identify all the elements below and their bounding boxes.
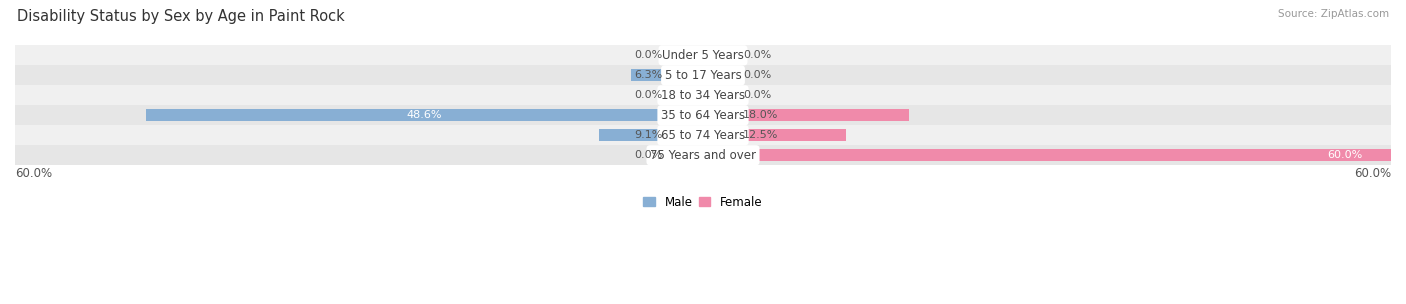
Bar (703, 129, 846, 141)
Bar (703, 49, 731, 61)
Text: Source: ZipAtlas.com: Source: ZipAtlas.com (1278, 9, 1389, 19)
Bar (675, 149, 703, 161)
Bar (675, 49, 703, 61)
Text: 18.0%: 18.0% (744, 110, 779, 120)
Bar (599, 129, 703, 141)
Text: Disability Status by Sex by Age in Paint Rock: Disability Status by Sex by Age in Paint… (17, 9, 344, 24)
Text: 6.3%: 6.3% (634, 70, 662, 80)
Text: 60.0%: 60.0% (15, 167, 52, 180)
Bar (15, 145, 1391, 165)
Text: 0.0%: 0.0% (744, 50, 772, 60)
Text: 0.0%: 0.0% (634, 90, 662, 100)
Bar (631, 69, 703, 81)
Text: 9.1%: 9.1% (634, 130, 662, 140)
Text: 0.0%: 0.0% (634, 150, 662, 160)
Text: 12.5%: 12.5% (744, 130, 779, 140)
Bar (15, 125, 1391, 145)
Text: 35 to 64 Years: 35 to 64 Years (661, 109, 745, 122)
Text: 0.0%: 0.0% (634, 50, 662, 60)
Bar (703, 109, 910, 121)
Bar (703, 89, 731, 101)
Text: 60.0%: 60.0% (1327, 150, 1362, 160)
Bar (15, 65, 1391, 85)
Bar (15, 105, 1391, 125)
Text: 65 to 74 Years: 65 to 74 Years (661, 129, 745, 142)
Text: Under 5 Years: Under 5 Years (662, 49, 744, 62)
Text: 0.0%: 0.0% (744, 70, 772, 80)
Text: 5 to 17 Years: 5 to 17 Years (665, 69, 741, 82)
Bar (15, 85, 1391, 105)
Bar (15, 45, 1391, 65)
Text: 0.0%: 0.0% (744, 90, 772, 100)
Bar (703, 69, 731, 81)
Bar (675, 89, 703, 101)
Legend: Male, Female: Male, Female (638, 191, 768, 213)
Text: 75 Years and over: 75 Years and over (650, 149, 756, 162)
Text: 18 to 34 Years: 18 to 34 Years (661, 89, 745, 102)
Bar (146, 109, 703, 121)
Text: 60.0%: 60.0% (1354, 167, 1391, 180)
Text: 48.6%: 48.6% (406, 110, 441, 120)
Bar (703, 149, 1391, 161)
